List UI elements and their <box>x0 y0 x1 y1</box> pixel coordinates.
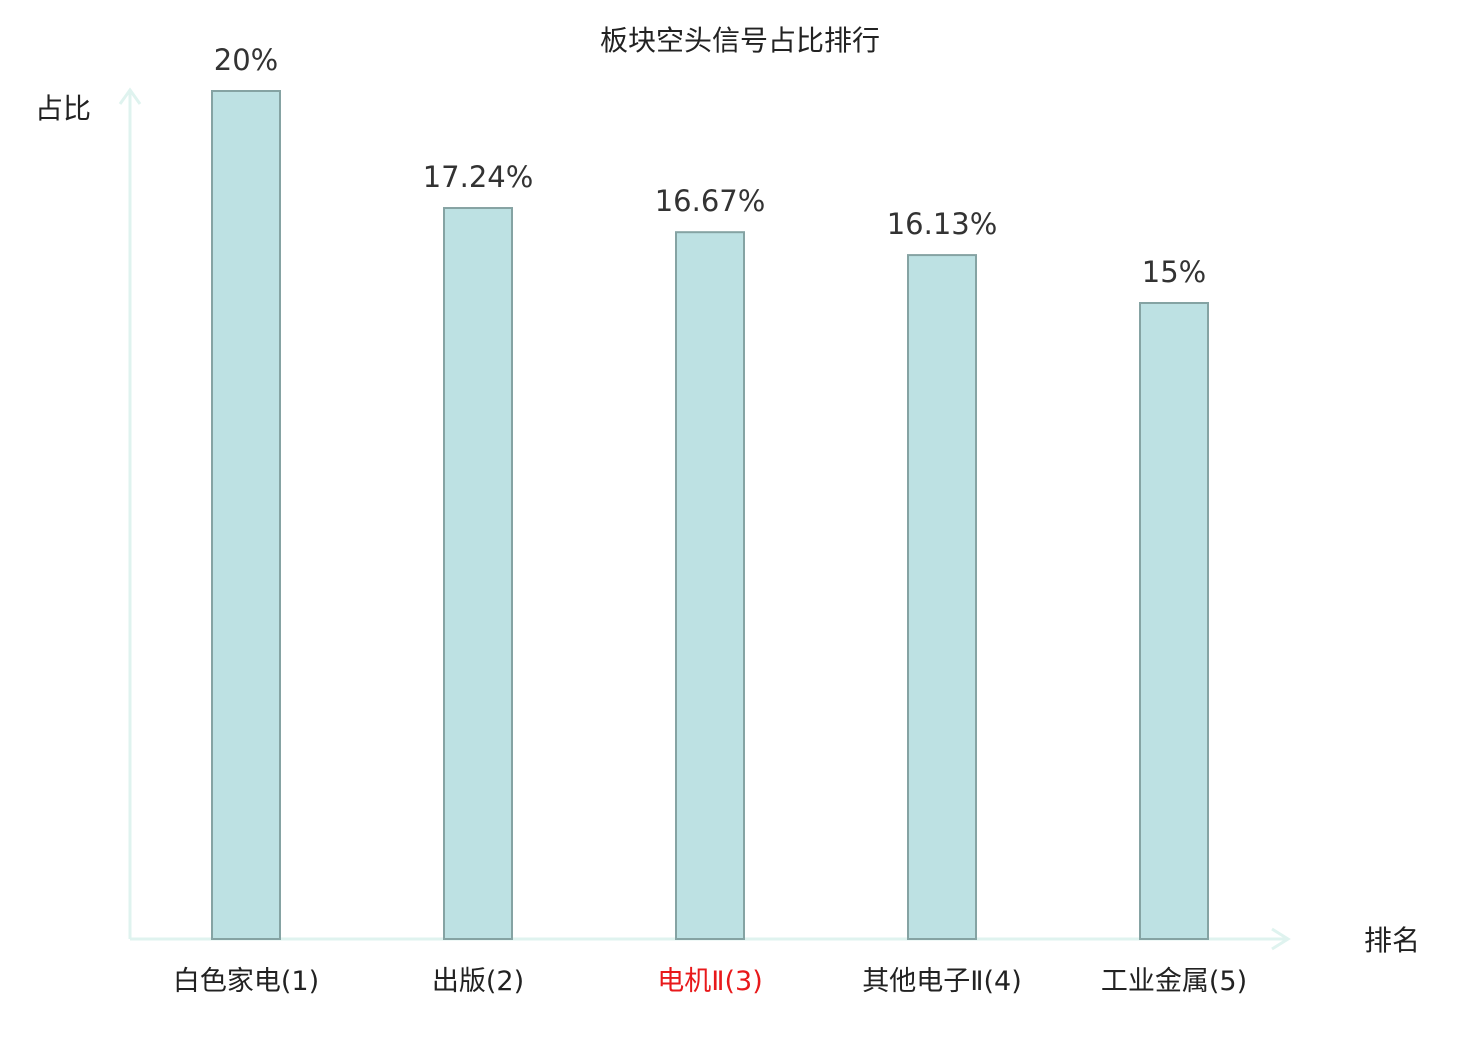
bar <box>211 90 281 940</box>
x-axis-arrow <box>1271 927 1291 951</box>
y-axis-arrow <box>118 87 142 105</box>
value-label: 16.67% <box>655 184 766 218</box>
x-tick-label: 工业金属(5) <box>1100 966 1248 997</box>
bar <box>675 231 745 940</box>
x-tick-label: 出版(2) <box>431 966 525 997</box>
value-label: 15% <box>1142 255 1206 289</box>
x-tick-label: 其他电子Ⅱ(4) <box>862 966 1022 997</box>
value-label: 20% <box>214 43 278 77</box>
bar <box>443 207 513 941</box>
x-tick-label: 白色家电(1) <box>172 966 320 997</box>
x-tick-label: 电机Ⅱ(3) <box>657 966 763 997</box>
bar <box>907 254 977 940</box>
bar <box>1139 302 1209 940</box>
value-label: 16.13% <box>887 207 998 241</box>
x-axis-label: 排名 <box>1364 924 1420 957</box>
value-label: 17.24% <box>423 160 534 194</box>
chart-title: 板块空头信号占比排行 <box>600 24 880 57</box>
y-axis-label: 占比 <box>35 92 91 125</box>
